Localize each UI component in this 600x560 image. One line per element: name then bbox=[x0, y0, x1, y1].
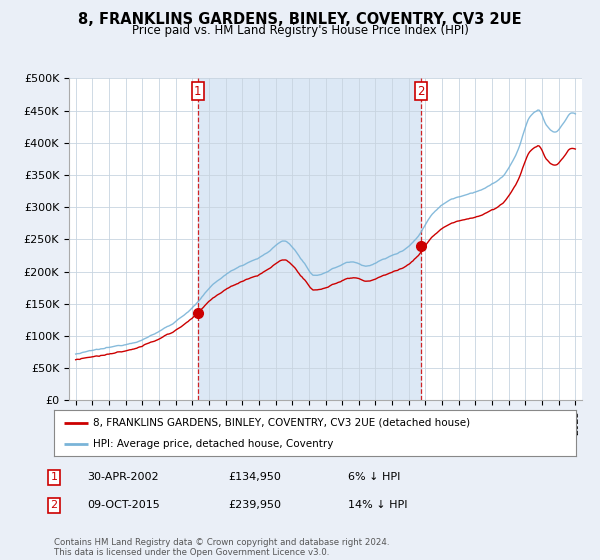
Text: £134,950: £134,950 bbox=[228, 472, 281, 482]
Text: Price paid vs. HM Land Registry's House Price Index (HPI): Price paid vs. HM Land Registry's House … bbox=[131, 24, 469, 36]
Bar bbox=[198, 78, 421, 400]
Text: 1: 1 bbox=[50, 472, 58, 482]
Text: 6% ↓ HPI: 6% ↓ HPI bbox=[348, 472, 400, 482]
Text: Contains HM Land Registry data © Crown copyright and database right 2024.
This d: Contains HM Land Registry data © Crown c… bbox=[54, 538, 389, 557]
Text: 30-APR-2002: 30-APR-2002 bbox=[87, 472, 158, 482]
Text: 2: 2 bbox=[418, 85, 425, 98]
Text: 09-OCT-2015: 09-OCT-2015 bbox=[87, 500, 160, 510]
Text: 8, FRANKLINS GARDENS, BINLEY, COVENTRY, CV3 2UE (detached house): 8, FRANKLINS GARDENS, BINLEY, COVENTRY, … bbox=[93, 418, 470, 428]
Text: 14% ↓ HPI: 14% ↓ HPI bbox=[348, 500, 407, 510]
Text: 1: 1 bbox=[194, 85, 202, 98]
Text: 8, FRANKLINS GARDENS, BINLEY, COVENTRY, CV3 2UE: 8, FRANKLINS GARDENS, BINLEY, COVENTRY, … bbox=[78, 12, 522, 27]
Text: 2: 2 bbox=[50, 500, 58, 510]
Text: HPI: Average price, detached house, Coventry: HPI: Average price, detached house, Cove… bbox=[93, 439, 334, 449]
Text: £239,950: £239,950 bbox=[228, 500, 281, 510]
